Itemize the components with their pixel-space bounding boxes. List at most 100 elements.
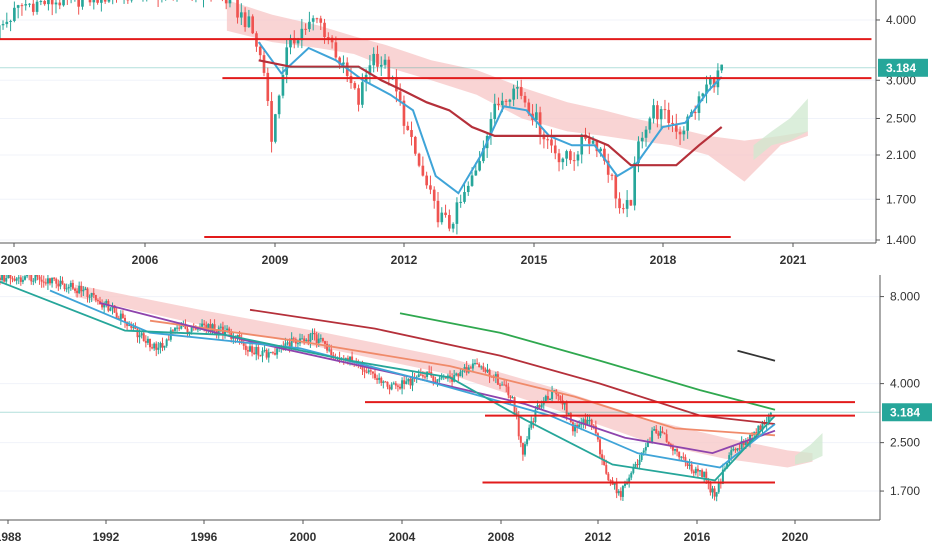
candle: [304, 23, 307, 35]
candle: [255, 31, 258, 52]
candle: [376, 45, 379, 72]
candle: [717, 478, 720, 494]
candle: [549, 397, 551, 401]
candle: [656, 100, 659, 128]
candle: [9, 275, 12, 285]
candle: [13, 1, 16, 23]
candle: [157, 0, 159, 7]
candle: [101, 299, 104, 310]
candle: [161, 337, 164, 352]
candle: [202, 0, 204, 8]
candle: [715, 491, 718, 502]
candle: [88, 0, 92, 6]
candle: [449, 370, 451, 383]
y-tick-label: 2.100: [886, 148, 916, 162]
candle: [515, 407, 518, 420]
candle: [1, 275, 4, 284]
candle: [39, 0, 43, 6]
candle: [742, 439, 745, 449]
candle: [382, 380, 385, 389]
candle: [459, 368, 462, 377]
candle: [546, 135, 550, 149]
candle: [7, 275, 10, 279]
candle: [653, 426, 656, 431]
candle: [421, 156, 425, 177]
candle: [319, 15, 323, 31]
candle: [67, 284, 70, 294]
candle: [236, 0, 239, 24]
candle: [63, 283, 66, 292]
candle: [571, 420, 574, 436]
candle: [646, 438, 649, 448]
candle: [659, 106, 663, 129]
x-tick-label: 1996: [191, 530, 218, 544]
candle: [606, 153, 610, 183]
candle: [576, 150, 580, 167]
candle: [538, 404, 541, 409]
candle: [165, 0, 167, 1]
candle: [497, 97, 500, 111]
candles: [0, 0, 724, 235]
candle: [30, 275, 33, 285]
candle: [251, 14, 254, 35]
candle: [142, 0, 144, 2]
candle: [274, 113, 277, 144]
candle: [266, 67, 270, 106]
candle: [140, 331, 143, 339]
x-tick-label: 2015: [521, 253, 548, 267]
x-tick-label: 2012: [585, 530, 612, 544]
candle: [403, 376, 406, 390]
candle: [82, 286, 85, 297]
candle: [493, 93, 497, 126]
candle: [142, 331, 145, 342]
candle: [286, 339, 289, 346]
candle: [628, 474, 631, 488]
candle: [526, 436, 529, 447]
candle: [69, 280, 72, 291]
candle: [550, 129, 553, 153]
candle: [265, 348, 268, 360]
candle: [115, 307, 118, 319]
candle: [680, 455, 683, 461]
candle: [163, 345, 166, 351]
candle: [569, 412, 572, 423]
candle: [621, 485, 624, 501]
candle: [425, 171, 428, 189]
candle: [694, 466, 697, 476]
candle: [587, 132, 591, 155]
candle: [130, 321, 133, 332]
candle: [719, 478, 722, 489]
chart-bottom-panel[interactable]: 8.000 4.000 2.500 1.700 3.184 1988 1992 1996 200…: [0, 275, 932, 550]
candle: [574, 422, 576, 437]
candle: [463, 184, 466, 204]
candle: [674, 113, 678, 140]
candle: [103, 0, 107, 4]
candle: [244, 342, 247, 356]
candle: [270, 92, 273, 153]
candle: [451, 222, 455, 233]
candle: [457, 373, 460, 382]
candle: [309, 332, 312, 348]
candle: [257, 343, 260, 360]
candle: [648, 116, 652, 134]
candle: [637, 136, 640, 173]
candle: [308, 11, 311, 32]
candle: [629, 199, 633, 207]
candle: [81, 0, 84, 10]
candle: [319, 334, 322, 343]
candle: [614, 173, 618, 209]
candle: [26, 275, 29, 279]
moving-average-line: [737, 349, 776, 362]
candle: [36, 275, 39, 281]
candle: [105, 299, 108, 308]
candle: [96, 298, 99, 305]
x-tick-label: 2003: [1, 253, 28, 267]
candle: [144, 335, 147, 348]
candle: [544, 394, 547, 402]
moving-average-line: [149, 319, 776, 437]
candle: [3, 275, 6, 283]
candle: [655, 425, 658, 434]
candle: [508, 98, 512, 108]
